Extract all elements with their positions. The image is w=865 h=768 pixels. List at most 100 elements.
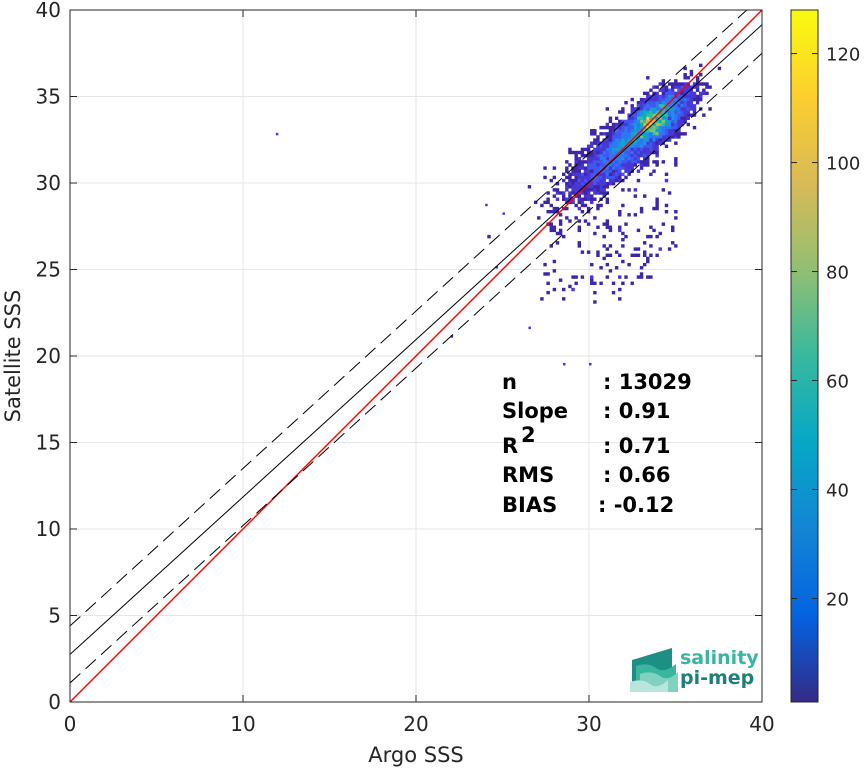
- density-cell: [596, 175, 600, 180]
- density-cell: [667, 113, 672, 117]
- density-cell: [621, 125, 625, 130]
- density-cell: [652, 110, 656, 114]
- density-cell: [633, 157, 638, 161]
- density-cell: [677, 113, 681, 117]
- density-cell: [652, 97, 656, 102]
- density-cell: [571, 200, 575, 205]
- density-cell: [633, 213, 638, 217]
- density-cell: [642, 147, 647, 152]
- density-cell: [605, 160, 610, 164]
- density-cell: [605, 150, 610, 155]
- density-cell: [580, 147, 585, 152]
- density-cell: [652, 122, 656, 127]
- density-cell: [655, 122, 659, 127]
- density-cell: [593, 147, 597, 152]
- density-cell: [565, 188, 569, 192]
- y-axis-label: Satellite SSS: [1, 290, 25, 423]
- density-cell: [677, 100, 681, 105]
- colorbar-tick-label: 40: [826, 480, 849, 501]
- density-cell: [655, 129, 659, 133]
- density-cell: [614, 178, 619, 183]
- density-cell: [605, 147, 610, 152]
- density-cell: [639, 135, 644, 139]
- density-cell: [655, 206, 659, 211]
- density-cell: [602, 160, 606, 164]
- density-cell: [680, 132, 684, 136]
- density-cell: [652, 132, 656, 136]
- density-cell: [596, 250, 600, 254]
- density-cell: [618, 172, 622, 177]
- density-cell: [608, 181, 613, 186]
- density-cell: [671, 119, 675, 124]
- density-cell: [642, 253, 647, 257]
- stat-label: BIAS: [502, 493, 557, 517]
- density-cell: [552, 166, 557, 170]
- density-cell: [608, 166, 613, 170]
- density-cell: [646, 153, 650, 158]
- density-cell: [630, 166, 634, 170]
- density-cell: [605, 219, 610, 223]
- density-cell: [661, 160, 666, 164]
- density-cell: [596, 157, 600, 161]
- density-cell: [602, 191, 606, 195]
- outlier-point: [450, 335, 454, 338]
- density-cell: [602, 169, 606, 173]
- density-cell: [593, 231, 597, 236]
- density-cell: [627, 157, 631, 161]
- density-cell: [661, 132, 666, 136]
- density-cell: [618, 253, 622, 257]
- density-cell: [646, 100, 650, 105]
- density-cell: [642, 122, 647, 127]
- density-cell: [608, 119, 613, 124]
- density-cell: [602, 194, 606, 198]
- outlier-point: [495, 266, 499, 269]
- density-cell: [658, 122, 662, 127]
- density-cell: [558, 213, 563, 217]
- density-cell: [699, 72, 703, 77]
- density-cell: [636, 157, 641, 161]
- density-cell: [655, 150, 659, 155]
- density-cell: [596, 181, 600, 186]
- density-cell: [614, 250, 619, 254]
- density-cell: [586, 157, 591, 161]
- density-cell: [605, 157, 610, 161]
- density-cell: [621, 132, 625, 136]
- density-cell: [549, 222, 553, 226]
- density-cell: [674, 110, 678, 114]
- density-cell: [702, 91, 706, 96]
- density-cell: [618, 213, 622, 217]
- density-cell: [677, 132, 681, 136]
- density-cell: [667, 122, 672, 127]
- density-cell: [586, 144, 591, 149]
- density-cell: [574, 175, 578, 180]
- density-cell: [558, 228, 563, 233]
- density-cell: [636, 169, 641, 173]
- density-cell: [674, 122, 678, 127]
- density-cell: [602, 147, 606, 152]
- density-cell: [655, 141, 659, 145]
- density-cell: [624, 100, 628, 105]
- density-cell: [692, 85, 697, 89]
- stat-value: : 0.66: [603, 463, 671, 487]
- density-cell: [699, 82, 703, 86]
- density-cell: [580, 250, 585, 254]
- density-cell: [661, 129, 666, 133]
- density-cell: [624, 147, 628, 152]
- density-cell: [577, 160, 581, 164]
- density-cell: [602, 172, 606, 177]
- density-cell: [599, 188, 603, 192]
- density-cell: [664, 113, 669, 117]
- density-cell: [568, 150, 572, 155]
- density-cell: [599, 125, 603, 130]
- density-cell: [642, 150, 647, 155]
- density-cell: [605, 169, 610, 173]
- density-cell: [649, 135, 653, 139]
- density-cell: [621, 203, 625, 208]
- density-cell: [568, 163, 572, 167]
- outlier-point: [502, 212, 505, 215]
- density-cell: [686, 85, 690, 89]
- density-cell: [599, 166, 603, 170]
- density-cell: [627, 135, 631, 139]
- density-cell: [565, 181, 569, 186]
- density-cell: [655, 116, 659, 120]
